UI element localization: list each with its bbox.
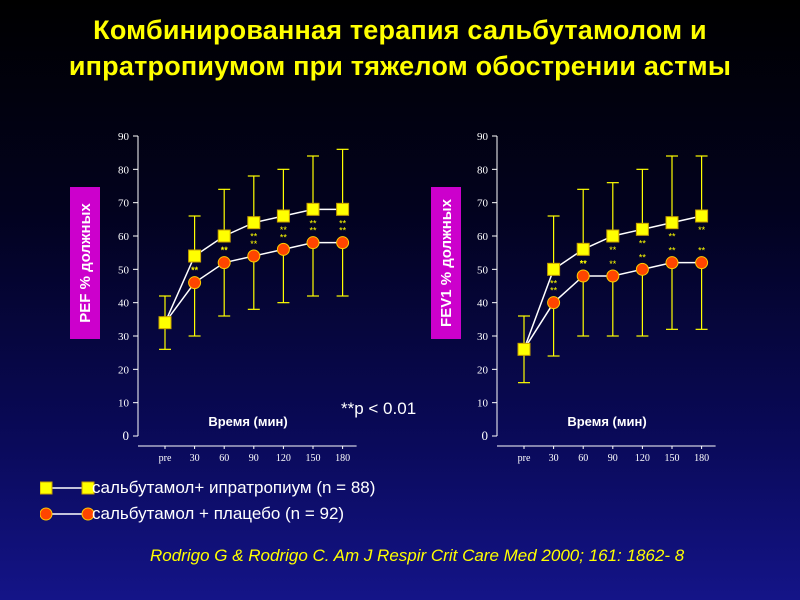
pef-placebo-point (217, 256, 231, 270)
citation: Rodrigo G & Rodrigo C. Am J Respir Crit … (150, 546, 685, 565)
fev1-combo-point (606, 229, 620, 243)
fev1-x-tick-label: 90 (608, 453, 618, 464)
pef-combo-point (336, 202, 350, 216)
fev1-y-label-background (431, 187, 461, 339)
pef-x-tick-label: 120 (276, 453, 291, 464)
fev1-placebo-point (606, 269, 620, 283)
pef-combo-point (247, 216, 261, 230)
pef-x-tick-label: 30 (190, 453, 200, 464)
pef-significance-label: ** (250, 232, 258, 242)
fev1-significance-label: ** (668, 246, 676, 256)
fev1-y-tick-label: 80 (477, 164, 489, 176)
pef-combo-point (217, 229, 231, 243)
pef-placebo-point (247, 249, 261, 263)
fev1-placebo-point (635, 262, 649, 276)
pef-x-tick-label: 60 (219, 453, 229, 464)
fev1-placebo-point (695, 256, 709, 270)
fev1-significance-label: ** (639, 238, 647, 248)
fev1-combo-point (695, 209, 709, 223)
fev1-significance-label: ** (550, 278, 558, 288)
fev1-x-tick-label: 60 (578, 453, 588, 464)
fev1-combo-point (665, 216, 679, 230)
legend-circle-marker-icon (40, 507, 95, 521)
fev1-significance-label: ** (550, 286, 558, 296)
pef-significance-label: ** (339, 226, 347, 236)
slide-title: Комбинированная терапия сальбутамолом и … (68, 15, 732, 81)
fev1-significance-label: ** (698, 246, 706, 256)
pef-x-axis-title: Время (мин) (208, 414, 287, 429)
pef-y-axis-title: PEF % должных (77, 203, 94, 323)
pef-significance-label: ** (309, 226, 317, 236)
fev1-x-tick-label: 150 (665, 453, 680, 464)
pef-placebo-point (336, 236, 350, 250)
legend-label-placebo: сальбутамол + плацебо (n = 92) (92, 504, 345, 523)
fev1-significance-label: ** (580, 259, 588, 269)
pef-placebo-point (276, 242, 290, 256)
fev1-significance-label: ** (668, 232, 676, 242)
pef-y-tick-label: 30 (118, 331, 130, 343)
fev1-y-tick-label: 50 (477, 264, 489, 276)
fev1-x-tick-label: 120 (635, 453, 650, 464)
pef-y-tick-label: 90 (118, 131, 130, 143)
fev1-x-tick-label: pre (518, 453, 531, 464)
fev1-x-tick-label: 180 (694, 453, 709, 464)
fev1-significance-label: ** (609, 259, 617, 269)
fev1-x-tick-label: 30 (549, 453, 559, 464)
legend-label-combo: сальбутамол+ ипратропиум (n = 88) (92, 478, 376, 497)
pef-combo-point (188, 249, 202, 263)
pef-y-tick-label: 40 (118, 298, 130, 310)
fev1-y-tick-label: 10 (477, 398, 489, 410)
pef-significance-label: ** (250, 239, 258, 249)
pef-significance-label: ** (339, 218, 347, 228)
pef-x-tick-label: 90 (249, 453, 259, 464)
pef-x-tick-label: pre (159, 453, 172, 464)
pef-significance-label: ** (221, 245, 229, 255)
fev1-significance-label: ** (609, 245, 617, 255)
pef-y-tick-label: 10 (118, 398, 130, 410)
pef-significance-label: ** (191, 265, 199, 275)
pef-combo-point (276, 209, 290, 223)
pef-combo-point (158, 316, 172, 330)
pef-y-tick-label: 50 (118, 264, 130, 276)
pef-x-tick-label: 150 (306, 453, 321, 464)
pef-y-tick-label: 60 (118, 231, 130, 243)
pef-y-tick-label: 80 (118, 164, 130, 176)
pef-y-tick-label: 70 (118, 198, 130, 210)
fev1-placebo-point (665, 256, 679, 270)
fev1-x-axis-title: Время (мин) (567, 414, 646, 429)
pef-y-tick-label: 20 (118, 364, 130, 376)
pef-significance-label: ** (280, 225, 288, 235)
significance-note: **p < 0.01 (341, 399, 417, 418)
pef-significance-label: ** (221, 246, 229, 256)
pef-y-tick-label: 0 (123, 428, 130, 443)
fev1-significance-label: ** (580, 258, 588, 268)
fev1-placebo-point (547, 296, 561, 310)
legend-square-marker-icon (40, 481, 95, 495)
fev1-combo-point (517, 342, 531, 356)
fev1-y-axis-title: FEV1 % должных (438, 198, 455, 327)
fev1-placebo-point (576, 269, 590, 283)
pef-significance-label: ** (309, 218, 317, 228)
fev1-y-tick-label: 70 (477, 198, 489, 210)
fev1-y-tick-label: 20 (477, 364, 489, 376)
fev1-y-tick-label: 0 (482, 428, 489, 443)
pef-y-label-background (70, 187, 100, 339)
pef-x-tick-label: 180 (335, 453, 350, 464)
fev1-y-tick-label: 40 (477, 298, 489, 310)
fev1-combo-point (547, 262, 561, 276)
pef-placebo-point (306, 236, 320, 250)
fev1-significance-label: ** (639, 252, 647, 262)
pef-significance-label: ** (191, 266, 199, 276)
pef-combo-point (306, 202, 320, 216)
fev1-y-tick-label: 90 (477, 131, 489, 143)
fev1-y-tick-label: 30 (477, 331, 489, 343)
fev1-significance-label: ** (698, 225, 706, 235)
fev1-combo-point (635, 222, 649, 236)
pef-significance-label: ** (280, 232, 288, 242)
pef-placebo-point (188, 276, 202, 290)
fev1-y-tick-label: 60 (477, 231, 489, 243)
fev1-combo-point (576, 242, 590, 256)
